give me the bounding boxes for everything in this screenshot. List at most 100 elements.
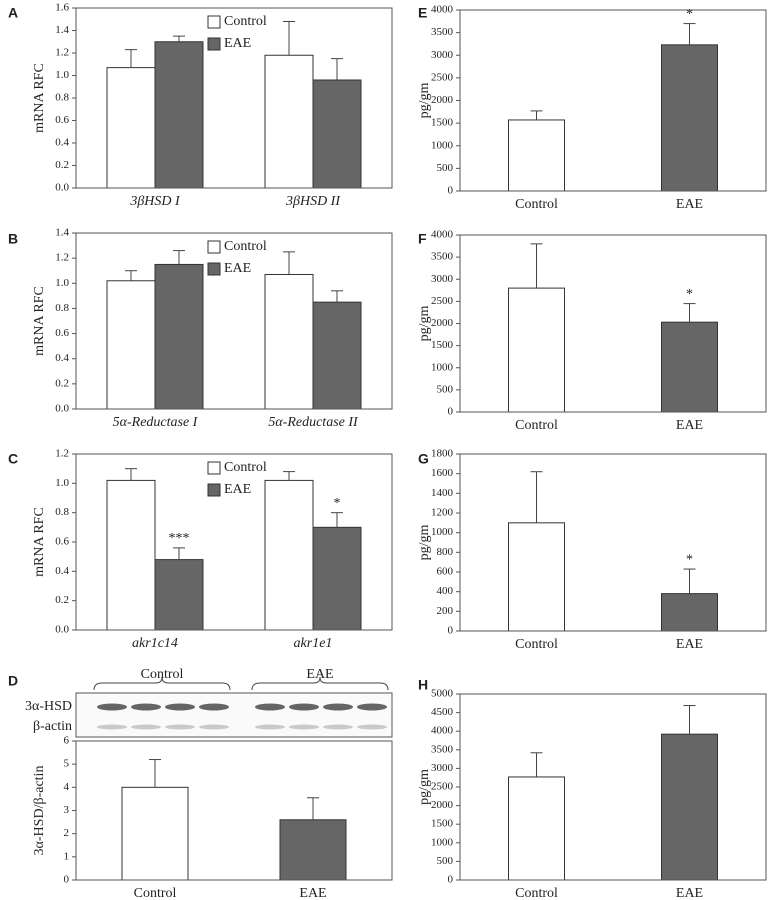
y-tick-label: 0.0 [55, 624, 69, 636]
bar [264, 273, 314, 410]
blot-group-label: EAE [306, 667, 333, 682]
x-tick-label: Control [515, 418, 558, 433]
y-tick-label: 1.0 [55, 277, 69, 289]
bar [661, 733, 718, 881]
error-bar [331, 290, 343, 303]
y-tick-label: 1600 [431, 467, 454, 479]
significance: * [686, 552, 693, 567]
y-tick-label: 0.8 [55, 302, 69, 314]
blot-group-label: Control [141, 667, 184, 682]
blot-band [97, 724, 127, 730]
y-tick-label: 0 [448, 185, 454, 197]
y-tick-label: 500 [437, 383, 454, 395]
y-tick-label: 1000 [431, 836, 454, 848]
blot-band [323, 703, 353, 711]
bar [106, 67, 156, 189]
blot-band [199, 724, 229, 730]
y-tick-label: 600 [437, 566, 454, 578]
significance: * [686, 7, 693, 22]
legend-label: EAE [224, 36, 251, 51]
y-tick-label: 5000 [431, 688, 454, 700]
blot-band [323, 724, 353, 730]
x-tick-label: 3βHSD I [129, 194, 181, 209]
y-tick-label: 2000 [431, 799, 454, 811]
bar [312, 301, 362, 410]
blot-row-label: 3α-HSD [25, 699, 72, 714]
x-tick-label: Control [134, 886, 177, 900]
y-tick-label: 1.2 [55, 47, 69, 59]
bar [508, 776, 565, 881]
panel-label: A [8, 5, 18, 21]
error-bar [331, 58, 343, 80]
blot-band [357, 724, 387, 730]
error-bar [683, 303, 696, 323]
legend-label: Control [224, 14, 267, 29]
y-tick-label: 0.4 [55, 137, 69, 149]
y-tick-label: 3000 [431, 762, 454, 774]
plot-frame [459, 693, 767, 881]
y-tick-label: 400 [437, 585, 454, 597]
y-tick-label: 1.4 [55, 227, 69, 239]
legend-swatch [207, 483, 221, 497]
legend-swatch [207, 37, 221, 51]
x-tick-label: 3βHSD II [285, 194, 341, 209]
plot-frame [75, 740, 393, 881]
y-axis-label: mRNA RFC [32, 63, 47, 133]
y-tick-label: 2 [64, 827, 70, 839]
y-tick-label: 5 [64, 758, 70, 770]
bar [106, 479, 156, 631]
y-tick-label: 1500 [431, 117, 454, 129]
blot-band [131, 703, 161, 711]
y-tick-label: 4000 [431, 4, 454, 16]
error-bar [173, 35, 185, 42]
y-tick-label: 3500 [431, 251, 454, 263]
bar [264, 54, 314, 189]
legend-label: Control [224, 460, 267, 475]
y-tick-label: 0.8 [55, 92, 69, 104]
y-tick-label: 3500 [431, 743, 454, 755]
y-axis-label: pg/gm [417, 769, 432, 805]
y-axis-label: mRNA RFC [32, 507, 47, 577]
x-tick-label: Control [515, 197, 558, 212]
plot-frame [75, 453, 393, 631]
error-bar [125, 468, 137, 481]
significance: *** [169, 531, 190, 546]
bar [279, 819, 347, 881]
bar [154, 263, 204, 410]
y-tick-label: 4500 [431, 706, 454, 718]
blot-band [131, 724, 161, 730]
y-tick-label: 200 [437, 605, 454, 617]
y-tick-label: 2000 [431, 317, 454, 329]
y-tick-label: 0.6 [55, 327, 69, 339]
blot-band [165, 703, 195, 711]
error-bar [173, 547, 185, 560]
y-tick-label: 0.4 [55, 352, 69, 364]
error-bar [283, 21, 295, 56]
y-tick-label: 1.2 [55, 448, 69, 460]
error-bar [683, 568, 696, 594]
y-tick-label: 0.0 [55, 182, 69, 194]
panel-label: E [418, 5, 427, 21]
x-tick-label: EAE [299, 886, 326, 900]
y-tick-label: 1500 [431, 818, 454, 830]
y-tick-label: 1200 [431, 507, 454, 519]
bar [508, 522, 565, 632]
y-axis-label: 3α-HSD/β-actin [32, 766, 47, 856]
error-bar [173, 250, 185, 265]
legend-swatch [207, 262, 221, 276]
y-axis-label: mRNA RFC [32, 286, 47, 356]
legend-label: Control [224, 239, 267, 254]
panel-label: F [418, 231, 427, 247]
error-bar [530, 752, 543, 777]
error-bar [307, 797, 319, 820]
y-tick-label: 0.6 [55, 114, 69, 126]
legend-label: EAE [224, 482, 251, 497]
plot-frame [75, 7, 393, 189]
blot-band [199, 703, 229, 711]
legend-label: EAE [224, 261, 251, 276]
y-tick-label: 1 [64, 850, 70, 862]
y-tick-label: 0 [448, 406, 454, 418]
x-tick-label: akr1c14 [132, 636, 178, 651]
y-tick-label: 3000 [431, 273, 454, 285]
